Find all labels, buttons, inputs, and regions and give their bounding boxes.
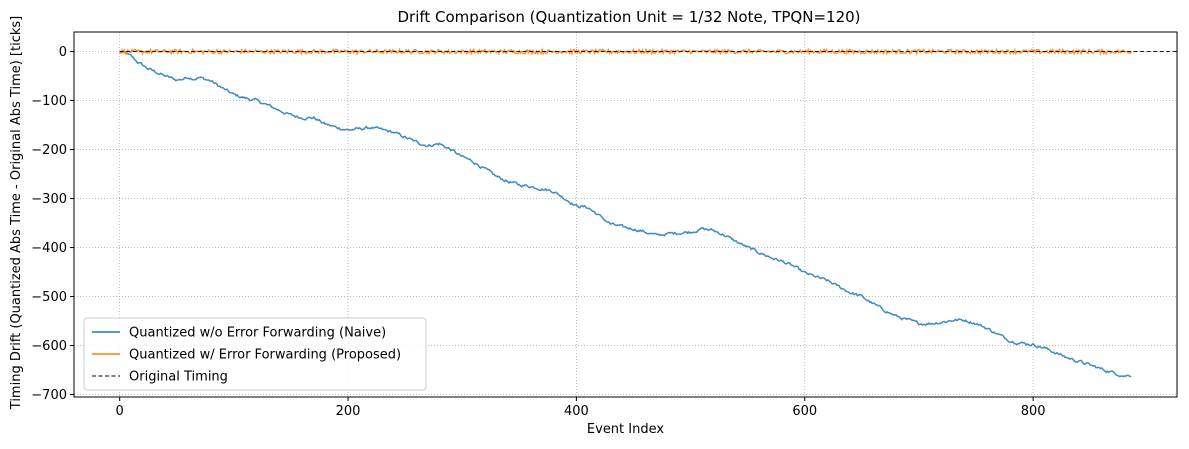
y-tick-label: −100 — [31, 94, 67, 109]
legend-box — [83, 317, 427, 391]
y-tick-label: −500 — [31, 290, 67, 305]
plot-frame — [73, 31, 1178, 398]
y-tick-label: −400 — [31, 241, 67, 256]
y-tick-label: −300 — [31, 192, 67, 207]
y-tick-label: −600 — [31, 339, 67, 354]
legend-label: Quantized w/ Error Forwarding (Proposed) — [129, 348, 401, 363]
legend-label: Quantized w/o Error Forwarding (Naive) — [129, 326, 386, 341]
chart-title: Drift Comparison (Quantization Unit = 1/… — [397, 8, 860, 26]
x-tick-label: 0 — [116, 404, 124, 419]
x-tick-label: 600 — [792, 404, 817, 419]
x-tick-label: 800 — [1021, 404, 1046, 419]
legend-label: Original Timing — [129, 370, 228, 385]
x-axis-ticks: 0 200 400 600 800 — [116, 397, 1046, 419]
x-tick-label: 400 — [564, 404, 589, 419]
y-tick-label: −700 — [31, 388, 67, 403]
y-axis-label: Timing Drift (Quantized Abs Time - Origi… — [9, 16, 24, 410]
y-tick-label: 0 — [59, 45, 67, 60]
legend: Quantized w/o Error Forwarding (Naive) Qu… — [83, 317, 427, 391]
x-axis-label: Event Index — [587, 422, 664, 437]
y-tick-label: −200 — [31, 143, 67, 158]
x-tick-label: 200 — [336, 404, 361, 419]
series-line-1 — [119, 50, 1132, 378]
y-axis-ticks: 0 −100 −200 −300 −400 −500 −600 −700 — [31, 45, 74, 403]
series-layer — [119, 46, 1177, 378]
series-line-2 — [119, 46, 1132, 57]
